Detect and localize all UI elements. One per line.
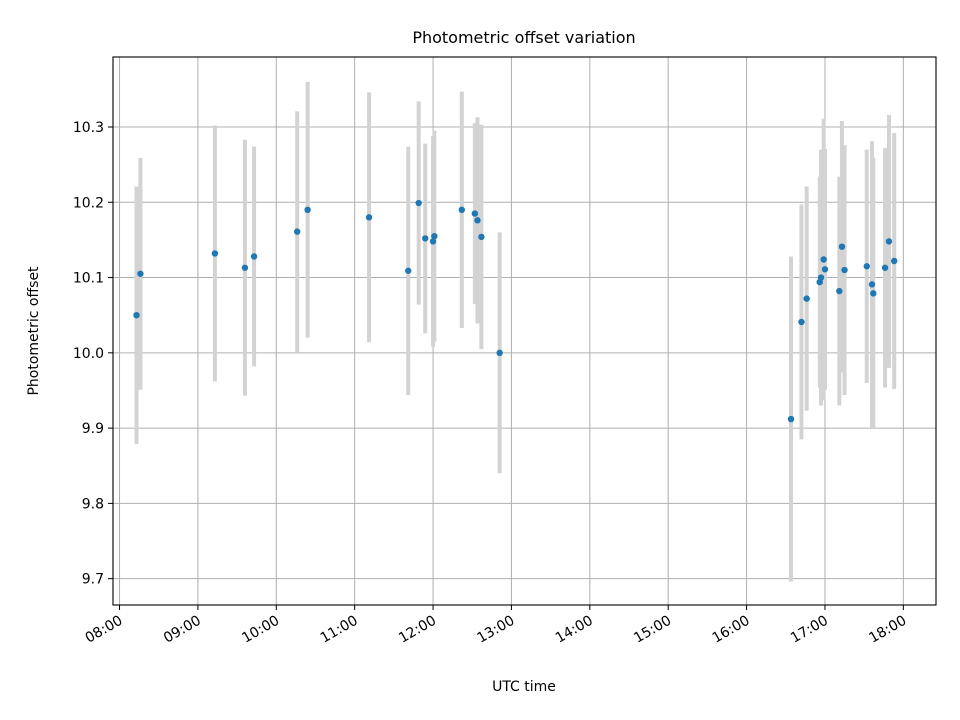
chart-title: Photometric offset variation [412, 28, 635, 47]
data-point [304, 206, 311, 214]
data-point [293, 228, 301, 235]
data-points [133, 199, 898, 423]
data-point [365, 214, 373, 221]
y-tick-label: 10.1 [73, 271, 104, 287]
data-point [798, 318, 805, 326]
data-point [881, 264, 889, 271]
plot-frame [112, 56, 937, 606]
data-point [890, 257, 898, 265]
data-point [458, 206, 465, 214]
data-point [787, 415, 795, 423]
data-point [803, 295, 810, 302]
data-point [478, 233, 485, 241]
data-point [422, 235, 429, 242]
data-point [841, 266, 848, 274]
data-point [836, 287, 843, 295]
data-point [868, 281, 876, 288]
data-point [211, 250, 219, 257]
data-point [250, 253, 258, 260]
x-axis-label: UTC time [492, 679, 556, 695]
y-axis-label: Photometric offset [26, 266, 42, 396]
data-point [820, 256, 827, 263]
data-point [429, 238, 437, 245]
data-point [838, 243, 846, 250]
data-point [885, 238, 893, 245]
data-point [133, 311, 140, 319]
data-point [405, 267, 412, 274]
grid [113, 57, 936, 605]
data-point [821, 266, 829, 273]
data-point [870, 290, 877, 297]
data-point [431, 232, 438, 240]
data-point [817, 274, 825, 281]
y-axis-ticks: 9.7 9.8 9.9 10.0 10.1 10.2 10.3 [73, 120, 113, 588]
data-point [496, 349, 503, 357]
y-tick-label: 10.0 [73, 346, 104, 362]
y-tick-label: 10.3 [73, 120, 104, 136]
y-tick-label: 9.9 [82, 421, 104, 437]
data-point [137, 270, 144, 277]
data-point [241, 264, 249, 271]
data-point [415, 199, 422, 207]
data-point [471, 210, 479, 217]
y-tick-label: 10.2 [73, 195, 104, 211]
data-point [474, 217, 481, 224]
data-point [863, 263, 870, 270]
y-tick-label: 9.7 [82, 572, 104, 588]
y-tick-label: 9.8 [82, 496, 104, 512]
